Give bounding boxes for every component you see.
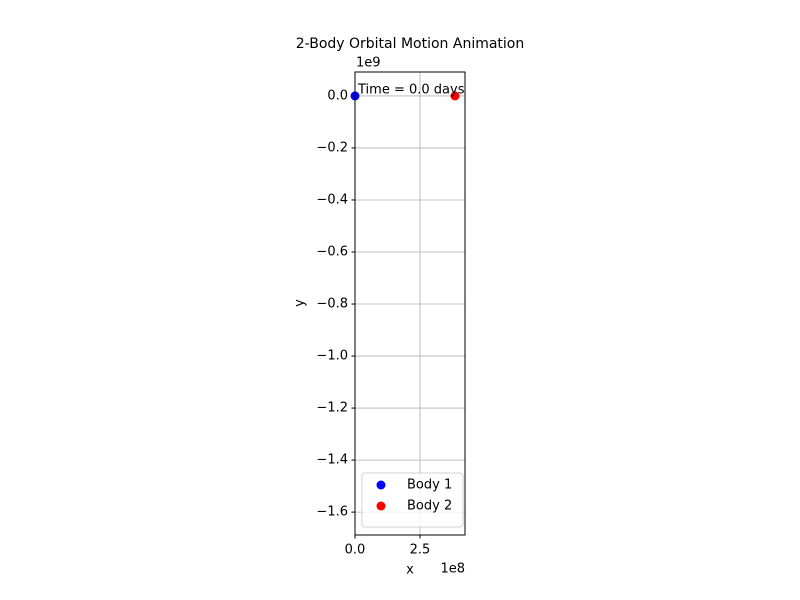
y-tick-label: −0.4 [316,192,348,207]
legend-box [361,472,464,528]
y-tick-label: −1.6 [316,505,348,520]
y-tick-label: −0.8 [316,297,348,312]
y-tick-label: 0.0 [327,88,348,103]
legend-marker [376,501,386,511]
point [450,91,460,101]
y-tick-label: −1.2 [316,401,348,416]
axes-frame [354,71,466,536]
y-axis-label: y [293,299,308,307]
annotation: Time = 0.0 days [357,83,465,98]
chart-title: 2-Body Orbital Motion Animation [296,36,525,52]
y-tick-label: −1.4 [316,453,348,468]
x-tick-label: 2.5 [410,543,431,558]
y-tick-label: −0.6 [316,244,348,259]
x-axis-label: x [406,563,414,578]
legend-label: Body 2 [407,499,452,514]
x-tick-label: 0.0 [345,543,366,558]
legend-marker [376,480,386,490]
y-offset-label: 1e9 [356,56,381,71]
y-tick-label: −0.2 [316,140,348,155]
grid: 0.0 2.5 0.0 −0.2 −0.4 −0.6 −0.8 −1.0 −1.2 −1.4 −1.… [316,72,465,558]
legend: Body 1 Body 2 [361,472,464,528]
y-tick-label: −1.0 [316,349,348,364]
x-offset-label: 1e8 [440,562,465,577]
legend-label: Body 1 [407,478,452,493]
